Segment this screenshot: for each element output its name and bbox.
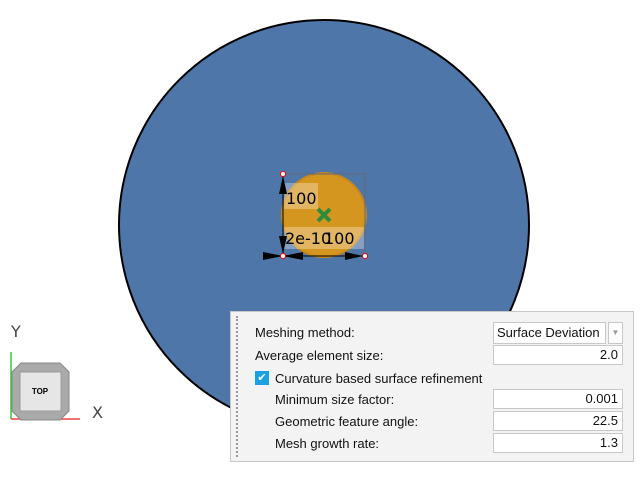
- average-element-size-input[interactable]: 2.0: [493, 345, 623, 365]
- view-cube[interactable]: TOP: [10, 352, 80, 421]
- curvature-refinement-checkbox[interactable]: ✔: [255, 371, 269, 385]
- y-axis-label: Y: [11, 322, 21, 341]
- handle[interactable]: [280, 171, 286, 177]
- minimum-size-factor-label: Minimum size factor:: [275, 392, 395, 407]
- handle[interactable]: [362, 253, 368, 259]
- mesh-settings-panel: Meshing method: Surface Deviation ▼ Aver…: [230, 311, 634, 462]
- dimension-horizontal[interactable]: 100: [324, 229, 355, 248]
- view-cube-face: TOP: [32, 387, 49, 396]
- minimum-size-factor-input[interactable]: 0.001: [493, 389, 623, 409]
- meshing-method-select[interactable]: Surface Deviation: [493, 322, 606, 344]
- curvature-refinement-label: Curvature based surface refinement: [275, 371, 483, 386]
- panel-grip[interactable]: [236, 316, 238, 457]
- average-element-size-label: Average element size:: [255, 348, 384, 363]
- meshing-method-label: Meshing method:: [255, 325, 355, 340]
- dimension-vertical[interactable]: 100: [286, 189, 317, 208]
- dim-arrow-left: [263, 252, 283, 260]
- chevron-down-icon[interactable]: ▼: [608, 322, 623, 344]
- dim-arrow-down: [279, 236, 287, 254]
- x-axis-label: X: [92, 403, 103, 422]
- dim-arrow-up: [279, 176, 287, 194]
- center-marker-icon: [316, 207, 332, 223]
- handle[interactable]: [280, 253, 286, 259]
- dim-arrow-right: [345, 252, 363, 260]
- dimension-offset[interactable]: 2e-10: [285, 229, 331, 248]
- geometric-feature-angle-input[interactable]: 22.5: [493, 411, 623, 431]
- geometric-feature-angle-label: Geometric feature angle:: [275, 414, 419, 429]
- mesh-growth-rate-input[interactable]: 1.3: [493, 433, 623, 453]
- mesh-growth-rate-label: Mesh growth rate:: [275, 436, 380, 451]
